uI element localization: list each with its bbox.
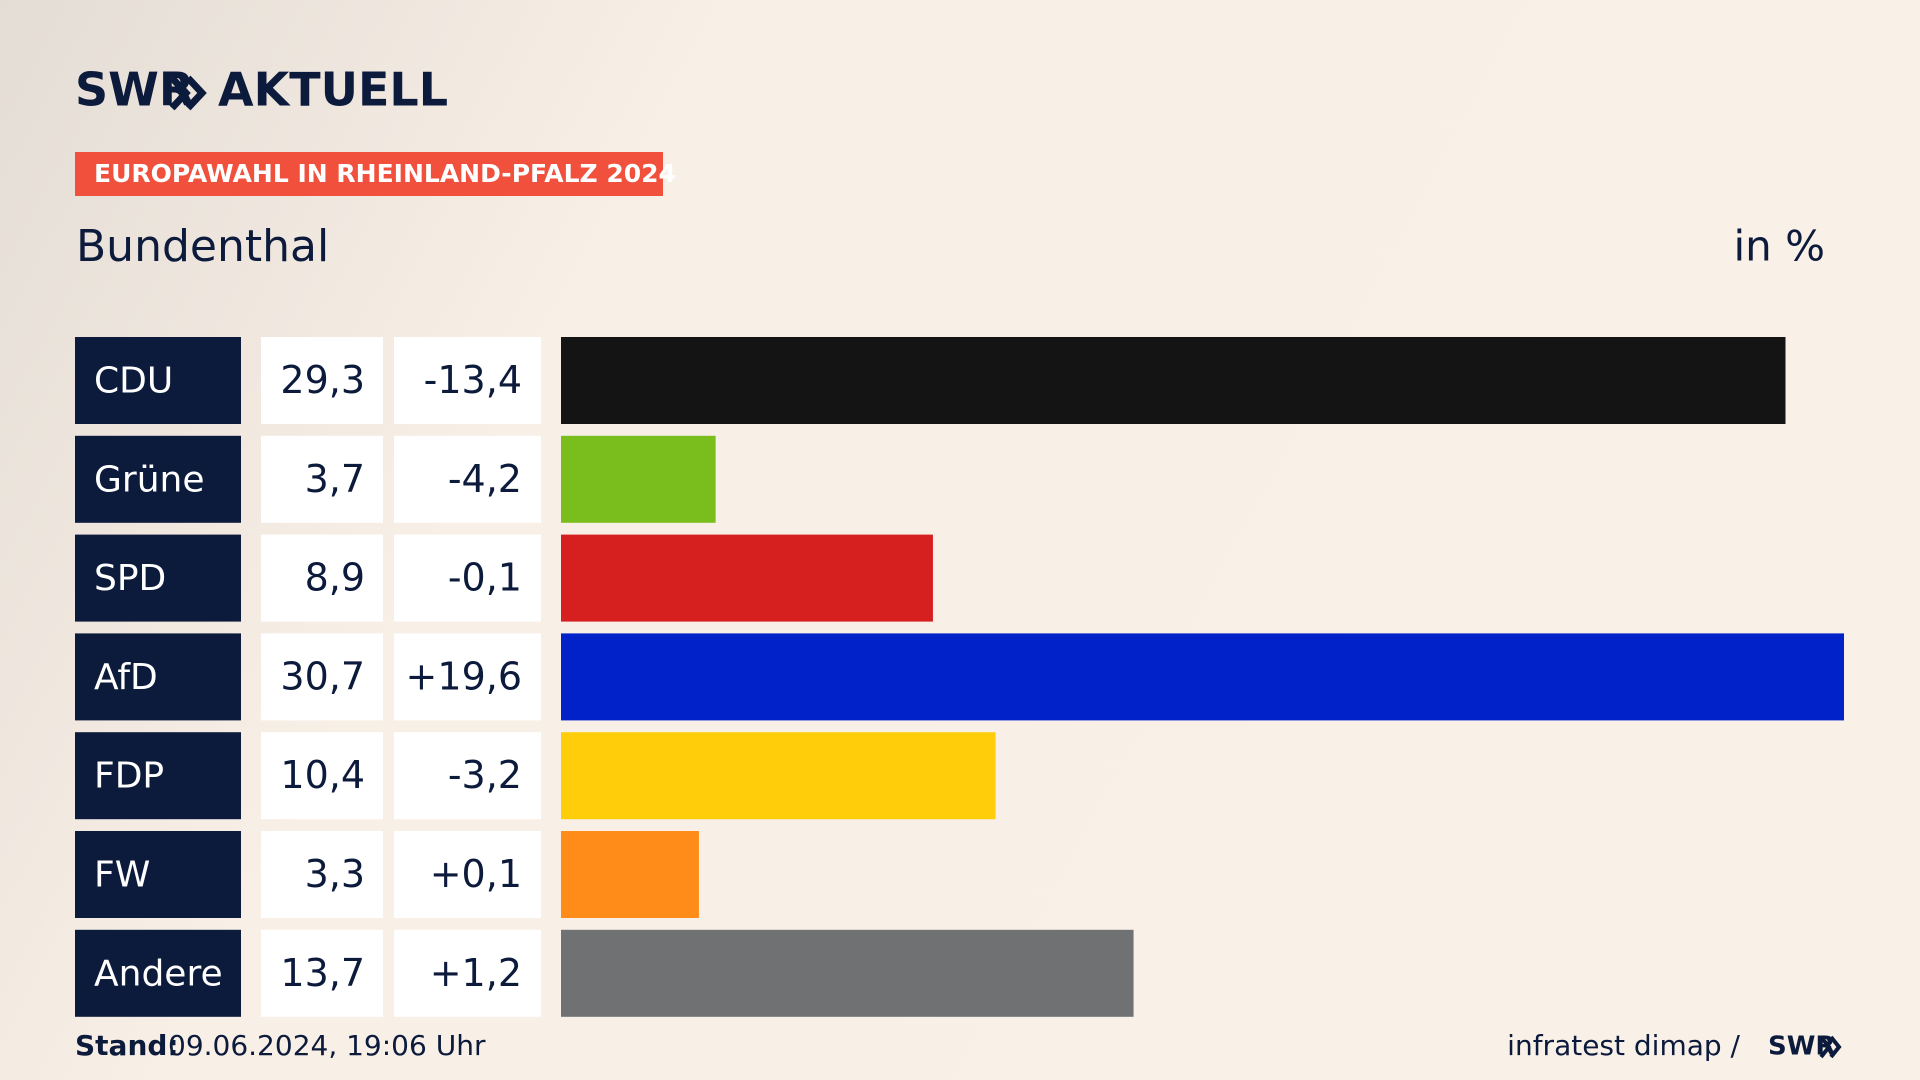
- party-label: SPD: [94, 558, 166, 599]
- stand: 09.06.2024, 19:06 Uhr: [168, 1029, 486, 1062]
- party-label: CDU: [94, 361, 173, 402]
- bar: [561, 929, 1134, 1017]
- bar: [561, 732, 996, 820]
- change-label: -3,2: [448, 753, 522, 797]
- change-label: -4,2: [448, 457, 522, 501]
- party-cell: [75, 534, 241, 622]
- value-label: 30,7: [280, 654, 365, 698]
- source-brand: SWR: [1768, 1032, 1835, 1062]
- value-label: 3,7: [305, 457, 365, 501]
- party-cell: [75, 929, 241, 1017]
- value-cell: [261, 929, 383, 1017]
- value-cell: [261, 831, 383, 918]
- party-cell: [75, 831, 241, 918]
- change-label: +0,1: [430, 852, 522, 896]
- value-label: 8,9: [305, 556, 365, 600]
- chart-title: Bundenthal: [76, 221, 329, 272]
- party-cell: [75, 435, 241, 523]
- change-cell: [394, 831, 541, 918]
- party-label: FDP: [94, 756, 164, 797]
- value-cell: [261, 732, 383, 820]
- source: infratest dimap /: [1507, 1029, 1740, 1062]
- change-cell: [394, 337, 541, 424]
- value-cell: [261, 435, 383, 523]
- bar: [561, 633, 1844, 721]
- stand-label: Stand:: [75, 1029, 179, 1062]
- bar: [561, 534, 933, 622]
- change-cell: [394, 534, 541, 622]
- change-cell: [394, 633, 541, 721]
- value-cell: [261, 534, 383, 622]
- value-label: 10,4: [280, 753, 365, 797]
- value-label: 3,3: [305, 852, 365, 896]
- party-cell: [75, 732, 241, 820]
- bar: [561, 831, 699, 918]
- change-cell: [394, 732, 541, 820]
- source-chevrons: [1819, 1035, 1842, 1059]
- change-label: +19,6: [406, 654, 522, 698]
- party-label: AfD: [94, 657, 158, 698]
- change-label: -0,1: [448, 556, 522, 600]
- change-cell: [394, 929, 541, 1017]
- party-label: Andere: [94, 953, 223, 994]
- bar: [561, 337, 1786, 424]
- change-label: -13,4: [424, 358, 522, 402]
- party-cell: [75, 633, 241, 721]
- value-cell: [261, 337, 383, 424]
- party-label: FW: [94, 855, 150, 896]
- change-label: +1,2: [430, 951, 522, 995]
- change-cell: [394, 435, 541, 523]
- value-label: 13,7: [280, 951, 365, 995]
- unit: in %: [1733, 222, 1825, 271]
- value-cell: [261, 633, 383, 721]
- bar: [561, 435, 716, 523]
- product: AKTUELL: [218, 63, 448, 117]
- brand-chevrons: [169, 75, 207, 111]
- tag-box: [75, 152, 663, 196]
- value-label: 29,3: [280, 358, 365, 402]
- tag: EUROPAWAHL IN RHEINLAND-PFALZ 2024: [94, 159, 676, 188]
- party-cell: [75, 337, 241, 424]
- party-label: Grüne: [94, 459, 204, 500]
